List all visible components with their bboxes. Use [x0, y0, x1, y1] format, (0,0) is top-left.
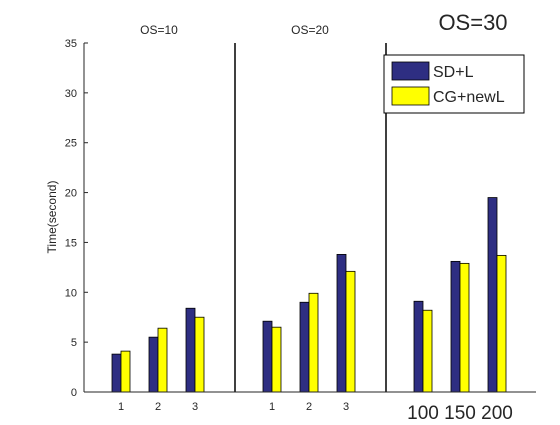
bar-OS=10-SD+L-2 [148, 336, 159, 393]
bar-OS=10-CG+newL-2 [157, 327, 168, 393]
plot-area: 0 5 10 15 20 25 30 35 OS=10 1 2 3 OS=20 1 2 3 OS=30 100 15… [65, 10, 536, 424]
bar-OS=20-CG+newL-2 [308, 292, 319, 393]
panel-title-1: OS=10 [140, 23, 178, 37]
bar-OS=30-CG+newL-200 [496, 254, 507, 393]
bar-OS=30-SD+L-100 [413, 300, 424, 393]
y-tick-label: 0 [71, 387, 77, 399]
bar-OS=10-CG+newL-3 [194, 316, 205, 393]
bar-OS=20-SD+L-1 [262, 320, 273, 393]
y-tick-label: 35 [65, 38, 77, 50]
y-tick-label: 30 [65, 88, 77, 100]
x-tick-label: 1 [269, 401, 275, 413]
y-tick-label: 20 [65, 188, 77, 200]
bar-OS=30-CG+newL-150 [459, 262, 470, 393]
x-tick-label: 200 [481, 403, 513, 420]
x-tick-label: 1 [118, 401, 124, 413]
bar-OS=20-SD+L-2 [299, 301, 310, 393]
bar-OS=20-CG+newL-1 [271, 326, 282, 393]
legend-swatch-1 [391, 61, 430, 81]
bar-OS=30-CG+newL-100 [422, 309, 433, 393]
x-tick-label: 2 [306, 401, 312, 413]
bar-OS=30-SD+L-150 [450, 260, 461, 393]
x-tick-label: 3 [192, 401, 198, 413]
y-axis-label: Time(second) [45, 181, 59, 254]
legend-label-1: SD+L [433, 64, 474, 81]
x-tick-label: 100 [407, 403, 439, 420]
y-tick-label: 15 [65, 237, 77, 249]
x-tick-label: 2 [155, 401, 161, 413]
panel-title-2: OS=20 [291, 23, 329, 37]
y-tick-label: 10 [65, 287, 77, 299]
panel-title-3: OS=30 [438, 10, 507, 35]
legend: SD+L CG+newL [383, 54, 525, 114]
y-tick-label: 25 [65, 138, 77, 150]
bar-OS=10-SD+L-1 [111, 353, 122, 393]
bar-OS=20-CG+newL-3 [345, 270, 356, 393]
bar-OS=10-CG+newL-1 [120, 350, 131, 393]
bar-OS=20-SD+L-3 [336, 253, 347, 393]
x-tick-label: 150 [444, 403, 476, 420]
bar-OS=30-SD+L-200 [487, 197, 498, 393]
x-tick-label: 3 [343, 401, 349, 413]
legend-label-2: CG+newL [433, 89, 505, 106]
bar-OS=10-SD+L-3 [185, 307, 196, 393]
y-tick-label: 5 [71, 337, 77, 349]
legend-swatch-2 [391, 86, 430, 106]
